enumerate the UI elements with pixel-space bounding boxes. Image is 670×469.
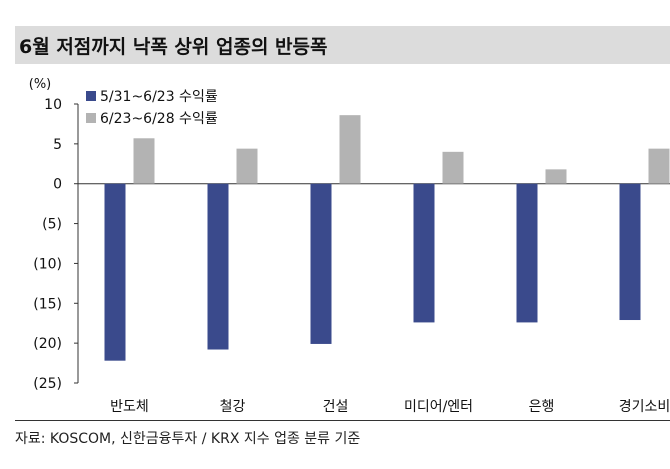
y-tick-label: (25) bbox=[33, 376, 62, 392]
legend-label: 5/31~6/23 수익률 bbox=[100, 89, 218, 105]
bar-series2 bbox=[133, 138, 155, 184]
bar-series1 bbox=[619, 183, 641, 321]
bar-series2 bbox=[648, 148, 670, 184]
x-category-label: 건설 bbox=[323, 399, 349, 415]
x-category-label: 반도체 bbox=[110, 399, 149, 415]
y-tick-label: 10 bbox=[44, 97, 62, 113]
x-category-label: 철강 bbox=[220, 399, 246, 415]
y-tick-label: (5) bbox=[42, 217, 62, 233]
source-text: 자료: KOSCOM, 신한금융투자 / KRX 지수 업종 분류 기준 bbox=[15, 431, 361, 447]
y-tick-label: (10) bbox=[33, 256, 62, 272]
bar-series2 bbox=[339, 115, 361, 184]
legend-label: 6/23~6/28 수익률 bbox=[100, 111, 218, 127]
chart-title: 6월 저점까지 낙폭 상위 업종의 반등폭 bbox=[19, 35, 328, 58]
bar-series1 bbox=[413, 183, 435, 323]
legend-swatch bbox=[86, 91, 96, 101]
title-bar: 6월 저점까지 낙폭 상위 업종의 반등폭 bbox=[15, 26, 670, 64]
bar-chart: (%) 10 5 0 (5) (10) (15) (20) (25) 반도체 철강 건설 미디어/엔터 은… bbox=[29, 77, 670, 415]
y-unit-label: (%) bbox=[29, 77, 52, 92]
bar-series2 bbox=[442, 151, 464, 184]
y-tick-label: (15) bbox=[33, 296, 62, 312]
chart-area: (%) 10 5 0 (5) (10) (15) (20) (25) 반도체 철강 건설 미디어/엔터 은… bbox=[0, 64, 670, 420]
y-tick-label: (20) bbox=[33, 336, 62, 352]
bar-series2 bbox=[236, 148, 258, 184]
bar-series2 bbox=[545, 169, 567, 184]
x-category-label: 은행 bbox=[529, 399, 555, 415]
bar-series1 bbox=[516, 183, 538, 323]
bar-series1 bbox=[310, 183, 332, 344]
x-category-label: 미디어/엔터 bbox=[404, 399, 473, 415]
legend-swatch bbox=[86, 113, 96, 123]
bar-series1 bbox=[207, 183, 229, 350]
bar-series1 bbox=[104, 183, 126, 361]
y-tick-label: 5 bbox=[53, 137, 62, 153]
source-note: 자료: KOSCOM, 신한금융투자 / KRX 지수 업종 분류 기준 bbox=[15, 420, 670, 455]
x-category-label: 경기소비 bbox=[619, 399, 670, 415]
y-tick-label: 0 bbox=[53, 177, 62, 193]
